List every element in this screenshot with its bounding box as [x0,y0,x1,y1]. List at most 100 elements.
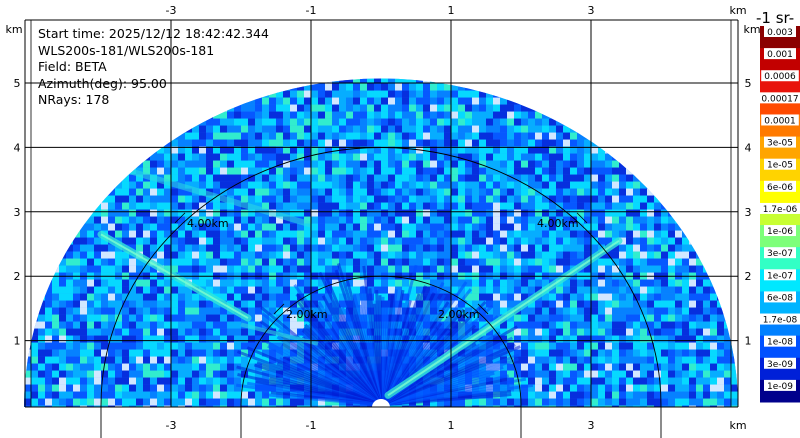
scan-cell [479,335,486,343]
scan-cell [241,223,248,231]
scan-cell [556,300,563,308]
scan-cell [94,209,101,217]
scan-cell [500,132,507,140]
scan-cell [290,153,297,161]
scan-cell [346,188,353,196]
scan-cell [402,405,409,407]
scan-cell [157,356,164,364]
scan-cell [108,314,115,322]
scan-cell [507,202,514,210]
scan-cell [318,160,325,168]
scan-cell [87,188,94,196]
scan-cell [318,398,325,406]
scan-cell [87,377,94,385]
scan-cell [668,216,675,224]
scan-cell [395,251,402,259]
scan-cell [458,258,465,266]
scan-cell [374,104,381,112]
scan-cell [479,307,486,315]
scan-cell [514,146,521,154]
scan-cell [654,391,661,399]
scan-cell [612,111,619,119]
scan-cell [199,251,206,259]
scan-cell [199,216,206,224]
scan-cell [178,160,185,168]
scan-cell [612,181,619,189]
scan-cell [283,188,290,196]
scan-cell [129,398,136,406]
scan-cell [45,314,52,322]
scan-cell [682,153,689,161]
scan-cell [213,188,220,196]
scan-cell [696,391,703,399]
scan-cell [213,328,220,336]
scan-cell [59,251,66,259]
scan-cell [731,314,738,322]
scan-cell [136,202,143,210]
scan-cell [283,279,290,287]
scan-cell [206,223,213,231]
scan-cell [45,335,52,343]
scan-cell [31,209,38,217]
scan-cell [255,258,262,266]
scan-cell [87,335,94,343]
scan-cell [115,328,122,336]
scan-cell [647,223,654,231]
scan-cell [423,251,430,259]
scan-cell [619,391,626,399]
scan-cell [500,286,507,294]
scan-cell [710,251,717,259]
scan-cell [633,174,640,182]
scan-cell [437,104,444,112]
scan-cell [731,223,738,231]
scan-cell [654,90,661,98]
scan-cell [388,258,395,266]
scan-cell [444,111,451,119]
scan-cell [381,237,388,245]
scan-cell [80,174,87,182]
scan-cell [353,83,360,91]
scan-cell [661,286,668,294]
scan-cell [276,314,283,322]
scan-cell [591,167,598,175]
scan-cell [122,356,129,364]
scan-cell [717,167,724,175]
scan-cell [290,258,297,266]
scan-cell [143,209,150,217]
scan-cell [570,286,577,294]
scan-cell [675,90,682,98]
scan-cell [703,195,710,203]
scan-cell [94,356,101,364]
scan-cell [703,83,710,91]
scan-cell [423,237,430,245]
scan-cell [640,244,647,252]
scan-cell [122,265,129,273]
scan-cell [612,188,619,196]
scan-cell [696,104,703,112]
scan-cell [388,237,395,245]
scan-cell [654,265,661,273]
scan-cell [423,405,430,407]
scan-cell [549,230,556,238]
scan-cell [164,258,171,266]
scan-cell [696,349,703,357]
scan-cell [689,405,696,407]
scan-cell [143,111,150,119]
scan-cell [710,125,717,133]
scan-cell [521,237,528,245]
scan-cell [542,118,549,126]
scan-cell [675,153,682,161]
scan-cell [283,314,290,322]
scan-cell [591,90,598,98]
scan-cell [500,293,507,301]
scan-cell [542,335,549,343]
scan-cell [115,111,122,119]
scan-cell [52,328,59,336]
scan-cell [444,83,451,91]
scan-cell [143,321,150,329]
scan-cell [535,195,542,203]
scan-cell [577,125,584,133]
scan-cell [129,405,136,407]
scan-cell [45,307,52,315]
scan-cell [507,97,514,105]
